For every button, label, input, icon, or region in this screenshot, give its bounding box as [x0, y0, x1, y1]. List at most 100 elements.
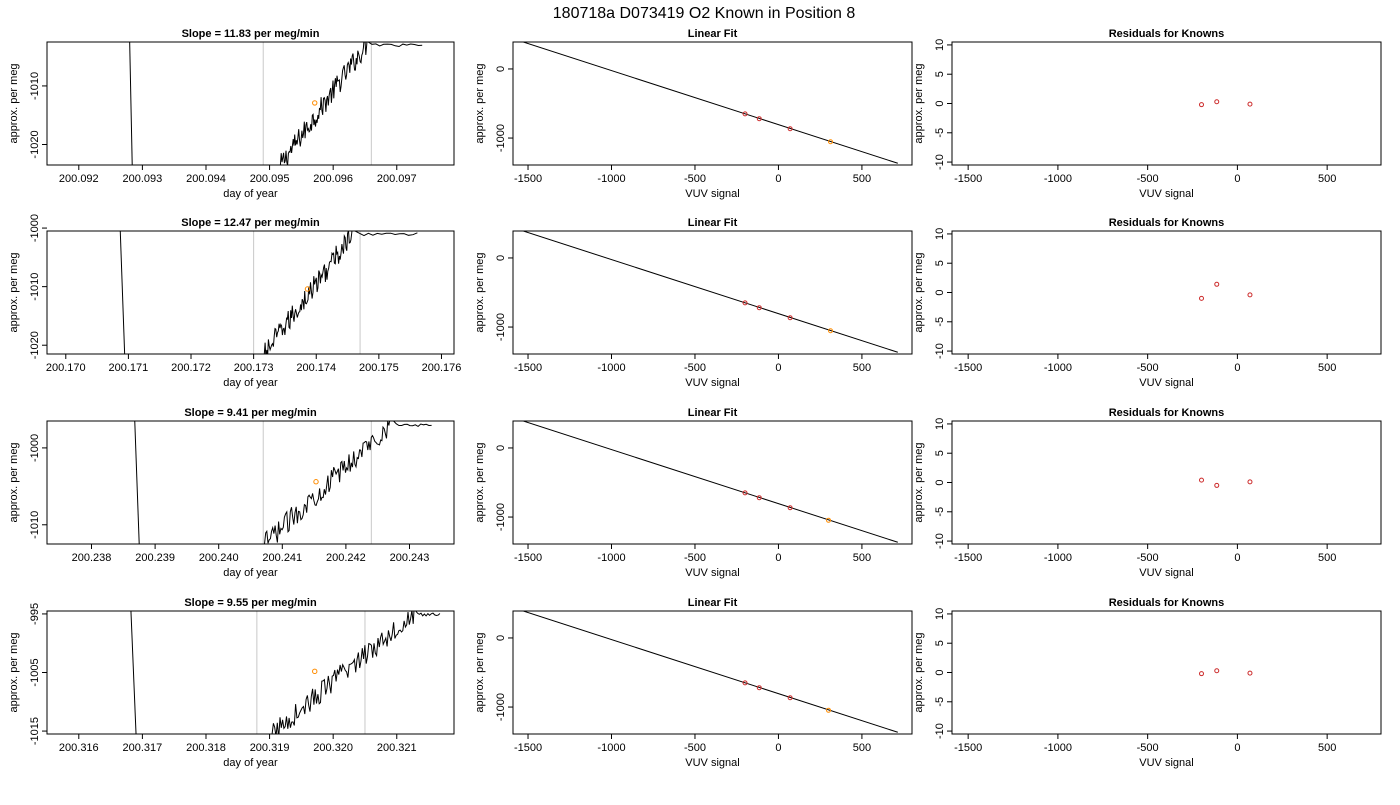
x-tick-label: 0 — [1234, 362, 1240, 374]
residual-point — [1199, 295, 1205, 301]
fit-line — [522, 42, 898, 164]
resid-panel-title: Residuals for Knowns — [1109, 597, 1225, 609]
x-axis-label: VUV signal — [1139, 377, 1193, 389]
plot-area — [130, 611, 441, 734]
y-axis-label: approx. per meg — [913, 442, 925, 522]
resid-panel: -1500 -1000 -500 0 500 10 5 0 -5 -10 Residuals for… — [913, 407, 1382, 579]
fit-panel: -1500 -1000 -500 0 500 0 -1000 Linear Fit VUV si… — [474, 217, 913, 389]
panel-frame — [46, 41, 455, 166]
x-tick-label: -1500 — [514, 742, 542, 754]
panel-frame — [512, 230, 913, 355]
time-panel: 200.238 200.239 200.240 200.241 200.242 200.2… — [8, 407, 455, 579]
y-axis-label: approx. per meg — [913, 252, 925, 332]
y-tick-label: -1020 — [29, 130, 41, 158]
x-tick-label: 200.320 — [313, 742, 353, 754]
residual-point — [1214, 281, 1220, 287]
x-tick-label: 500 — [1318, 173, 1336, 185]
mean-marker — [313, 479, 319, 485]
x-axis-label: day of year — [223, 567, 278, 579]
x-tick-label: 0 — [775, 362, 781, 374]
x-tick-label: 200.241 — [262, 552, 302, 564]
x-tick-label: 500 — [853, 173, 871, 185]
x-tick-label: -1500 — [954, 362, 982, 374]
time-panel-title: Slope = 12.47 per meg/min — [181, 217, 320, 229]
x-tick-label: 500 — [853, 742, 871, 754]
x-tick-label: -500 — [1137, 362, 1159, 374]
y-tick-label: -10 — [934, 723, 946, 739]
x-tick-label: -1500 — [954, 552, 982, 564]
residual-point — [1247, 292, 1253, 298]
x-tick-label: 200.243 — [390, 552, 430, 564]
residual-point — [1247, 479, 1253, 485]
y-tick-label: 10 — [934, 608, 946, 620]
y-tick-label: 5 — [934, 640, 946, 646]
y-tick-label: 10 — [934, 228, 946, 240]
x-axis-label: VUV signal — [1139, 567, 1193, 579]
plot-area — [119, 231, 418, 354]
resid-panel-title: Residuals for Knowns — [1109, 28, 1225, 40]
data-trace — [264, 421, 432, 544]
resid-panel-title: Residuals for Knowns — [1109, 407, 1225, 419]
x-tick-label: 200.173 — [234, 362, 274, 374]
residual-point — [1247, 670, 1253, 676]
x-tick-label: 500 — [853, 362, 871, 374]
time-panel-title: Slope = 9.55 per meg/min — [184, 597, 317, 609]
x-tick-label: 200.092 — [59, 173, 99, 185]
x-tick-label: 200.094 — [186, 173, 226, 185]
x-tick-label: 200.097 — [377, 173, 417, 185]
x-tick-label: -1000 — [1044, 742, 1072, 754]
y-tick-label: -10 — [934, 343, 946, 359]
fit-panel-title: Linear Fit — [688, 407, 738, 419]
resid-panel: -1500 -1000 -500 0 500 10 5 0 -5 -10 Residuals for… — [913, 217, 1382, 389]
resid-panel: -1500 -1000 -500 0 500 10 5 0 -5 -10 Residuals for… — [913, 597, 1382, 769]
fit-panel-title: Linear Fit — [688, 217, 738, 229]
x-tick-label: 200.174 — [296, 362, 336, 374]
y-tick-label: 0 — [934, 669, 946, 675]
panel-frame — [951, 420, 1382, 545]
plot-area — [522, 421, 898, 543]
known-point — [756, 305, 762, 311]
x-tick-label: -1000 — [597, 173, 625, 185]
x-tick-label: -500 — [1137, 742, 1159, 754]
x-tick-label: 200.319 — [250, 742, 290, 754]
y-axis-label: approx. per meg — [8, 632, 20, 712]
time-panel-title: Slope = 9.41 per meg/min — [184, 407, 317, 419]
mean-marker — [312, 668, 318, 675]
y-tick-label: -1000 — [495, 313, 507, 341]
y-tick-label: -1010 — [29, 72, 41, 100]
fit-line — [522, 611, 898, 733]
y-axis-label: approx. per meg — [474, 252, 486, 332]
mean-marker — [312, 100, 318, 106]
x-tick-label: 200.321 — [377, 742, 417, 754]
y-tick-label: -1015 — [29, 717, 41, 745]
x-tick-label: -1000 — [1044, 362, 1072, 374]
y-axis-label: approx. per meg — [8, 252, 20, 332]
y-tick-label: 10 — [934, 39, 946, 51]
panel-frame — [512, 610, 913, 735]
fit-panel-title: Linear Fit — [688, 28, 738, 40]
time-panel-title: Slope = 11.83 per meg/min — [182, 28, 320, 40]
x-tick-label: 200.176 — [422, 362, 462, 374]
x-tick-label: 200.316 — [59, 742, 99, 754]
panel-frame — [512, 41, 913, 166]
panel-frame — [951, 610, 1382, 735]
x-tick-label: 200.096 — [313, 173, 353, 185]
x-tick-label: 200.095 — [250, 173, 290, 185]
x-tick-label: 200.240 — [199, 552, 239, 564]
y-tick-label: -1020 — [29, 331, 41, 359]
y-tick-label: 10 — [934, 418, 946, 430]
x-tick-label: -1500 — [954, 173, 982, 185]
y-tick-label: -5 — [934, 507, 946, 517]
fit-panel: -1500 -1000 -500 0 500 0 -1000 Linear Fit VUV si… — [474, 597, 913, 769]
y-axis-label: approx. per meg — [474, 632, 486, 712]
sample-point — [826, 707, 832, 713]
y-axis-label: approx. per meg — [8, 63, 20, 143]
y-tick-label: 0 — [495, 255, 507, 261]
known-point — [787, 695, 793, 701]
y-tick-label: -1010 — [29, 511, 41, 539]
x-tick-label: -1000 — [597, 552, 625, 564]
x-tick-label: 0 — [1234, 173, 1240, 185]
data-trace — [279, 42, 423, 165]
y-tick-label: -1000 — [29, 434, 41, 462]
